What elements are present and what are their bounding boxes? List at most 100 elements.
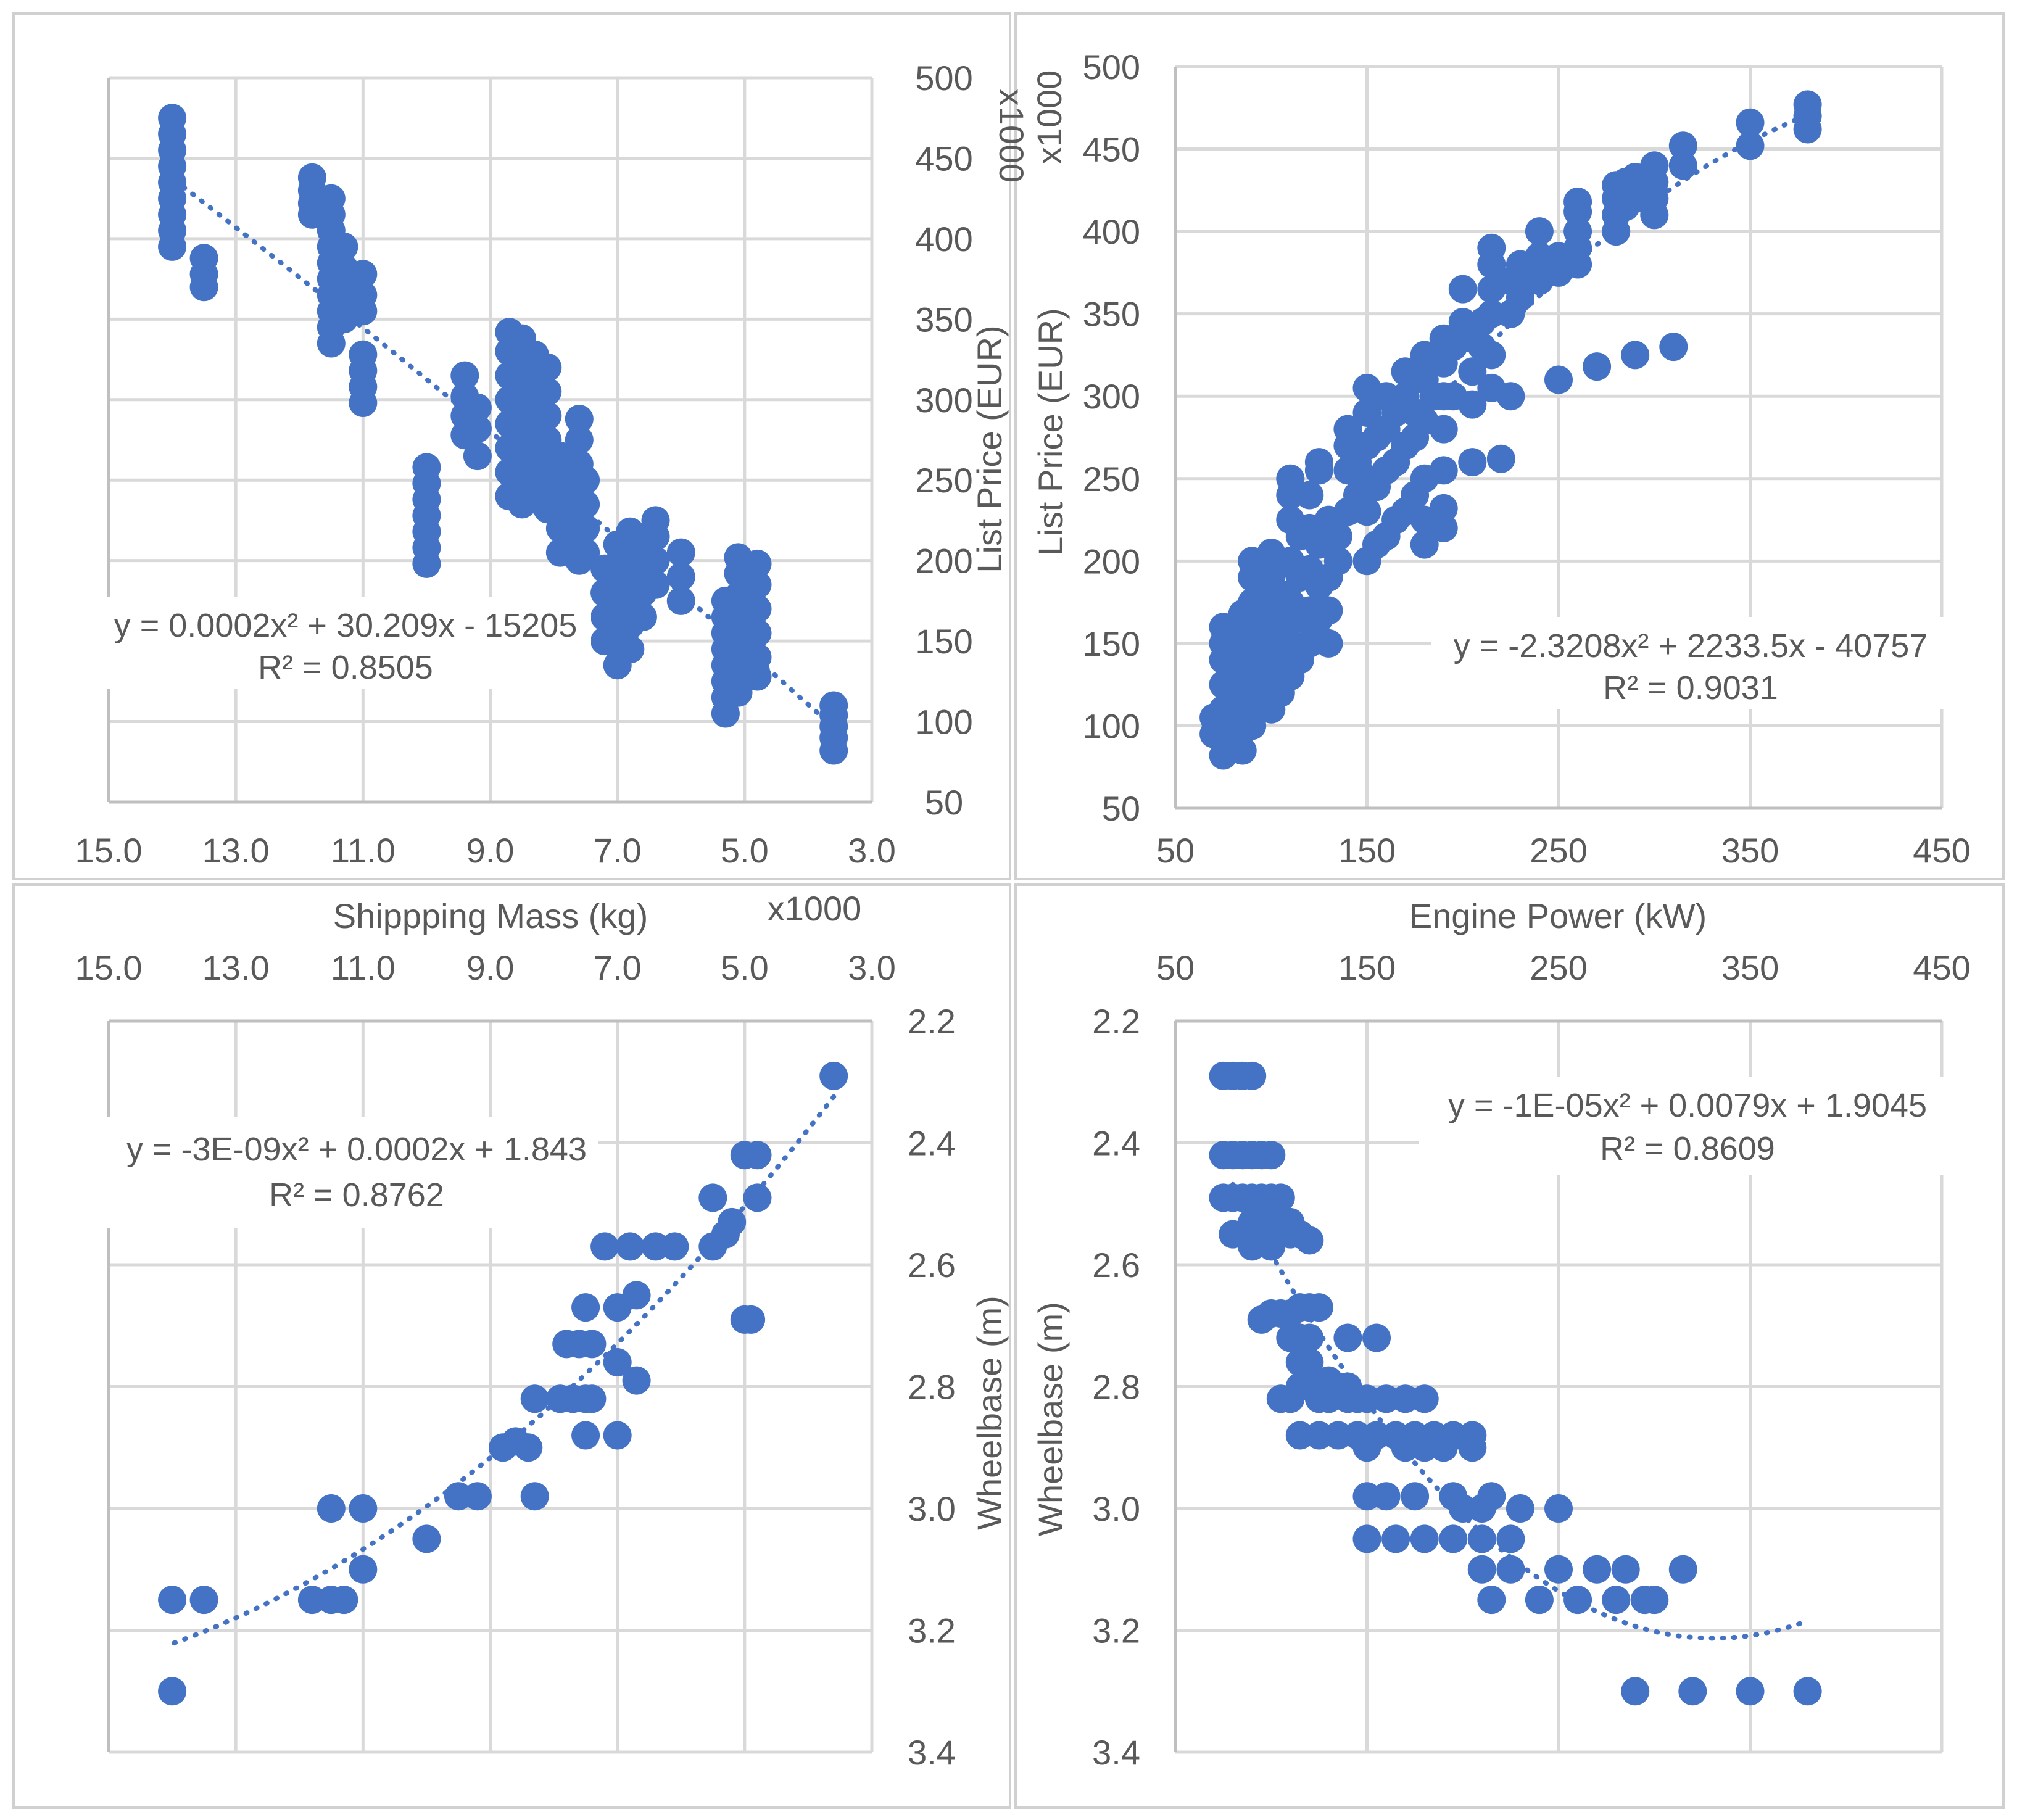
y-tick-label: 300: [1083, 377, 1140, 416]
data-point: [571, 466, 600, 495]
data-point: [666, 562, 695, 591]
data-point: [819, 1061, 848, 1090]
data-point: [571, 1421, 600, 1450]
data-point: [1583, 1555, 1612, 1584]
data-point: [329, 232, 358, 261]
y-tick-label: 500: [1083, 48, 1140, 86]
data-point: [1621, 341, 1650, 370]
data-point: [1640, 151, 1669, 180]
axes: [1174, 1019, 1942, 1752]
data-point: [1295, 1226, 1324, 1255]
data-point: [1525, 1586, 1554, 1615]
data-point: [1448, 275, 1477, 304]
data-point: [622, 1281, 651, 1310]
y-multiplier-label: x1000: [992, 89, 1031, 183]
data-point: [743, 619, 772, 648]
data-point: [1276, 464, 1305, 493]
data-point: [737, 1305, 766, 1334]
x-tick-label: 9.0: [466, 831, 515, 870]
data-point: [1238, 1061, 1267, 1090]
y-tick-label: 350: [915, 300, 972, 339]
y-tick-label: 400: [915, 220, 972, 259]
y-tick-label: 3.2: [1092, 1611, 1140, 1650]
data-points: [1209, 1061, 1822, 1706]
y-tick-label: 2.6: [908, 1246, 956, 1284]
trend-equation: y = -1E-05x² + 0.0079x + 1.9045: [1448, 1087, 1927, 1124]
r-squared: R² = 0.9031: [1603, 669, 1778, 706]
x-tick-label: 15.0: [75, 948, 143, 987]
y-tick-label: 200: [915, 542, 972, 581]
data-point: [189, 244, 218, 273]
y-tick-label: 50: [925, 783, 963, 822]
data-point: [1429, 513, 1458, 542]
data-point: [666, 586, 695, 615]
tick-labels: 50 150 250 350 450 2.2 2.4 2.6 2.8 3.0 3.2 3.4: [1092, 948, 1971, 1772]
data-point: [1410, 530, 1439, 559]
y-tick-label: 2.6: [1092, 1246, 1140, 1284]
x-tick-label: 11.0: [331, 948, 396, 987]
data-point: [565, 405, 594, 434]
data-point: [1496, 1524, 1525, 1553]
y-axis-label: Wheelbase (m): [1031, 1302, 1070, 1536]
data-point: [743, 570, 772, 599]
x-tick-label: 50: [1156, 831, 1195, 870]
y-tick-label: 3.0: [1092, 1489, 1140, 1528]
data-point: [514, 1433, 543, 1462]
data-point: [603, 1348, 632, 1376]
data-point: [1640, 1586, 1669, 1615]
data-point: [1314, 629, 1343, 658]
data-point: [317, 1494, 346, 1523]
y-tick-label: 450: [1083, 130, 1140, 169]
data-point: [571, 514, 600, 543]
trend-equation: y = -3E-09x² + 0.0002x + 1.843: [126, 1131, 587, 1168]
x-tick-label: 11.0: [331, 831, 396, 870]
tick-labels: 50 150 250 350 450 50 100 150 200 250 300 350 400 450…: [1083, 48, 1971, 870]
x-tick-label: 5.0: [721, 948, 769, 987]
data-point: [1266, 1183, 1295, 1212]
y-tick-label: 2.2: [1092, 1002, 1140, 1041]
data-point: [463, 442, 492, 471]
y-tick-label: 150: [915, 622, 972, 661]
data-point: [1668, 1555, 1697, 1584]
y-tick-label: 400: [1083, 212, 1140, 251]
data-point: [1793, 90, 1822, 119]
data-point: [1410, 1524, 1439, 1553]
data-point: [158, 1586, 187, 1615]
tick-labels: 15.0 13.0 11.0 9.0 7.0 5.0 3.0 50 100 150 200 250 30…: [75, 59, 973, 870]
data-point: [158, 104, 187, 133]
data-point: [1668, 131, 1697, 160]
x-tick-label: 7.0: [594, 831, 642, 870]
trend-equation: y = 0.0002x² + 30.209x - 15205: [114, 607, 578, 644]
data-point: [1477, 341, 1506, 370]
data-point: [660, 1232, 689, 1261]
data-point: [1429, 415, 1458, 444]
r-squared: R² = 0.8762: [269, 1177, 444, 1214]
data-point: [1429, 1433, 1458, 1462]
data-point: [1467, 1524, 1496, 1553]
data-point: [616, 1232, 645, 1261]
data-point: [349, 281, 378, 310]
data-point: [1333, 415, 1362, 444]
panel-frame-top-right: [1014, 12, 2005, 880]
data-point: [578, 1330, 607, 1359]
data-point: [1563, 1586, 1592, 1615]
data-point: [1496, 382, 1525, 411]
x-tick-label: 5.0: [721, 831, 769, 870]
data-point: [1736, 108, 1765, 137]
data-point: [1304, 1293, 1333, 1322]
data-point: [329, 1586, 358, 1615]
data-point: [616, 635, 645, 664]
data-point: [622, 1366, 651, 1395]
y-tick-label: 450: [915, 139, 972, 178]
x-tick-label: 350: [1721, 831, 1779, 870]
data-point: [520, 1384, 549, 1413]
tick-labels: 15.0 13.0 11.0 9.0 7.0 5.0 3.0 2.2 2.4 2.6 2.8 3.0 3…: [75, 948, 956, 1772]
x-tick-label: 150: [1338, 831, 1396, 870]
data-point: [1439, 1524, 1468, 1553]
data-point: [1525, 217, 1554, 246]
data-point: [1228, 736, 1257, 765]
data-point: [463, 393, 492, 422]
data-point: [666, 538, 695, 567]
y-tick-label: 3.2: [908, 1611, 956, 1650]
